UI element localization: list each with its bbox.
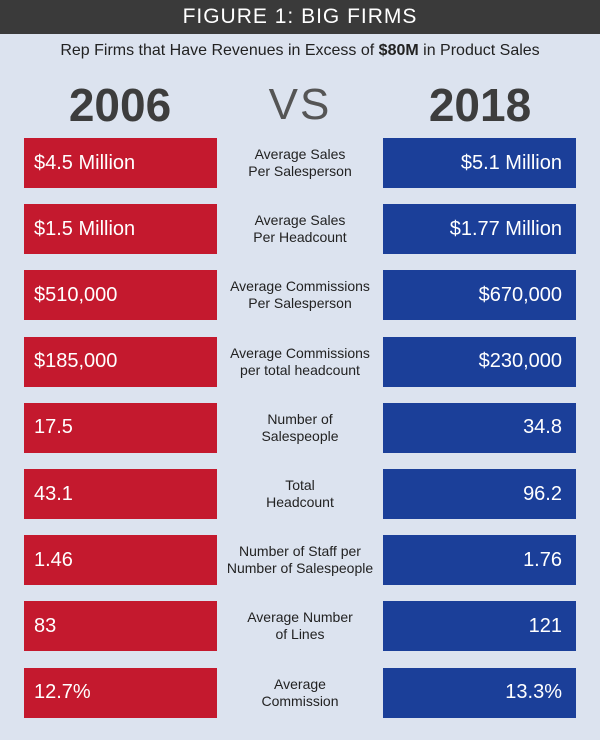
value-2006: 12.7% [24,667,217,718]
value-2006: 83 [24,601,217,652]
metric-label: Average Sales Per Salesperson [222,138,378,188]
comparison-row: $1.5 Million Average Sales Per Headcount $1… [0,204,600,255]
comparison-row: 43.1 Total Headcount 96.2 [0,469,600,519]
metric-label-line1: Average Sales [254,212,346,229]
vs-label: VS [268,80,332,129]
metric-label: Average Commissions Per Salesperson [222,270,378,320]
metric-label-line2: Commission [261,692,339,709]
comparison-row: $510,000 Average Commissions Per Salespers… [0,270,600,321]
metric-label-text: Average Commission [261,676,338,710]
metric-label: Average Number of Lines [222,601,378,651]
metric-label-line2: Number of Salespeople [226,560,374,577]
metric-label-line1: Average Sales [254,146,346,162]
metric-label-line2: Per Headcount [253,229,347,246]
value-2018: $1.77 Million [383,204,576,255]
value-2006: $4.5 Million [24,138,217,188]
year-left: 2006 [68,79,172,131]
metric-label-line2: Headcount [266,494,334,510]
value-2018: $5.1 Million [383,138,576,188]
metric-label-line1: Average Commissions [230,344,370,361]
subtitle-highlight: $80M [378,42,419,59]
metric-label-text: Number of Salespeople [261,411,338,445]
comparison-row: 1.46 Number of Staff per Number of Salespe… [0,535,600,586]
metric-label-line1: Average Number [247,609,353,626]
metric-label-line2: of Lines [275,626,325,643]
metric-label-text: Average Sales Per Headcount [253,212,346,246]
metric-label-text: Total Headcount [266,477,334,511]
comparison-row: 12.7% Average Commission 13.3% [0,667,600,718]
metric-label-line2: per total headcount [240,361,360,378]
metric-label-line1: Number of [267,410,333,427]
value-2018: 121 [383,601,576,652]
figure-header: FIGURE 1: BIG FIRMS [0,0,600,34]
value-2018: $230,000 [383,336,576,387]
value-2018: $670,000 [383,270,576,321]
value-2006: $510,000 [24,270,217,321]
figure-title: FIGURE 1: BIG FIRMS [182,5,418,28]
metric-label: Average Sales Per Headcount [222,204,378,254]
metric-label-line1: Average Commissions [230,278,370,295]
value-2006: 43.1 [24,469,217,519]
metric-label-line2: Salespeople [261,427,339,444]
metric-label-line1: Average [274,675,326,692]
comparison-row: $4.5 Million Average Sales Per Salesperson… [0,138,600,188]
metric-label: Average Commissions per total headcount [222,337,378,387]
metric-label-text: Average Sales Per Salesperson [248,146,352,180]
subtitle-suffix: in Product Sales [423,42,540,59]
figure-subtitle: Rep Firms that Have Revenues in Excess o… [0,42,600,60]
metric-label-line2: Per Salesperson [248,163,352,179]
comparison-row: 83 Average Number of Lines 121 [0,601,600,652]
value-2006: $1.5 Million [24,204,217,255]
subtitle-prefix: Rep Firms that Have Revenues in Excess o… [60,42,375,59]
metric-label: Number of Salespeople [222,403,378,453]
metric-label-text: Average Number of Lines [247,609,353,643]
metric-label-line1: Total [285,477,315,493]
metric-label-line2: Per Salesperson [248,295,352,312]
value-2018: 96.2 [383,469,576,519]
metric-label: Average Commission [222,668,378,718]
value-2006: 17.5 [24,402,217,453]
value-2018: 13.3% [383,667,576,718]
comparison-row: 17.5 Number of Salespeople 34.8 [0,402,600,453]
metric-label-text: Number of Staff per Number of Salespeople [227,543,373,577]
value-2006: 1.46 [24,535,217,586]
comparison-row: $185,000 Average Commissions per total hea… [0,336,600,387]
value-2006: $185,000 [24,336,217,387]
metric-label-line1: Number of Staff per [239,543,361,560]
metric-label: Number of Staff per Number of Salespeople [222,535,378,585]
metric-label: Total Headcount [222,469,378,519]
metric-label-text: Average Commissions Per Salesperson [230,278,370,312]
year-right: 2018 [428,79,532,131]
value-2018: 1.76 [383,535,576,586]
metric-label-text: Average Commissions per total headcount [230,345,370,379]
value-2018: 34.8 [383,402,576,453]
